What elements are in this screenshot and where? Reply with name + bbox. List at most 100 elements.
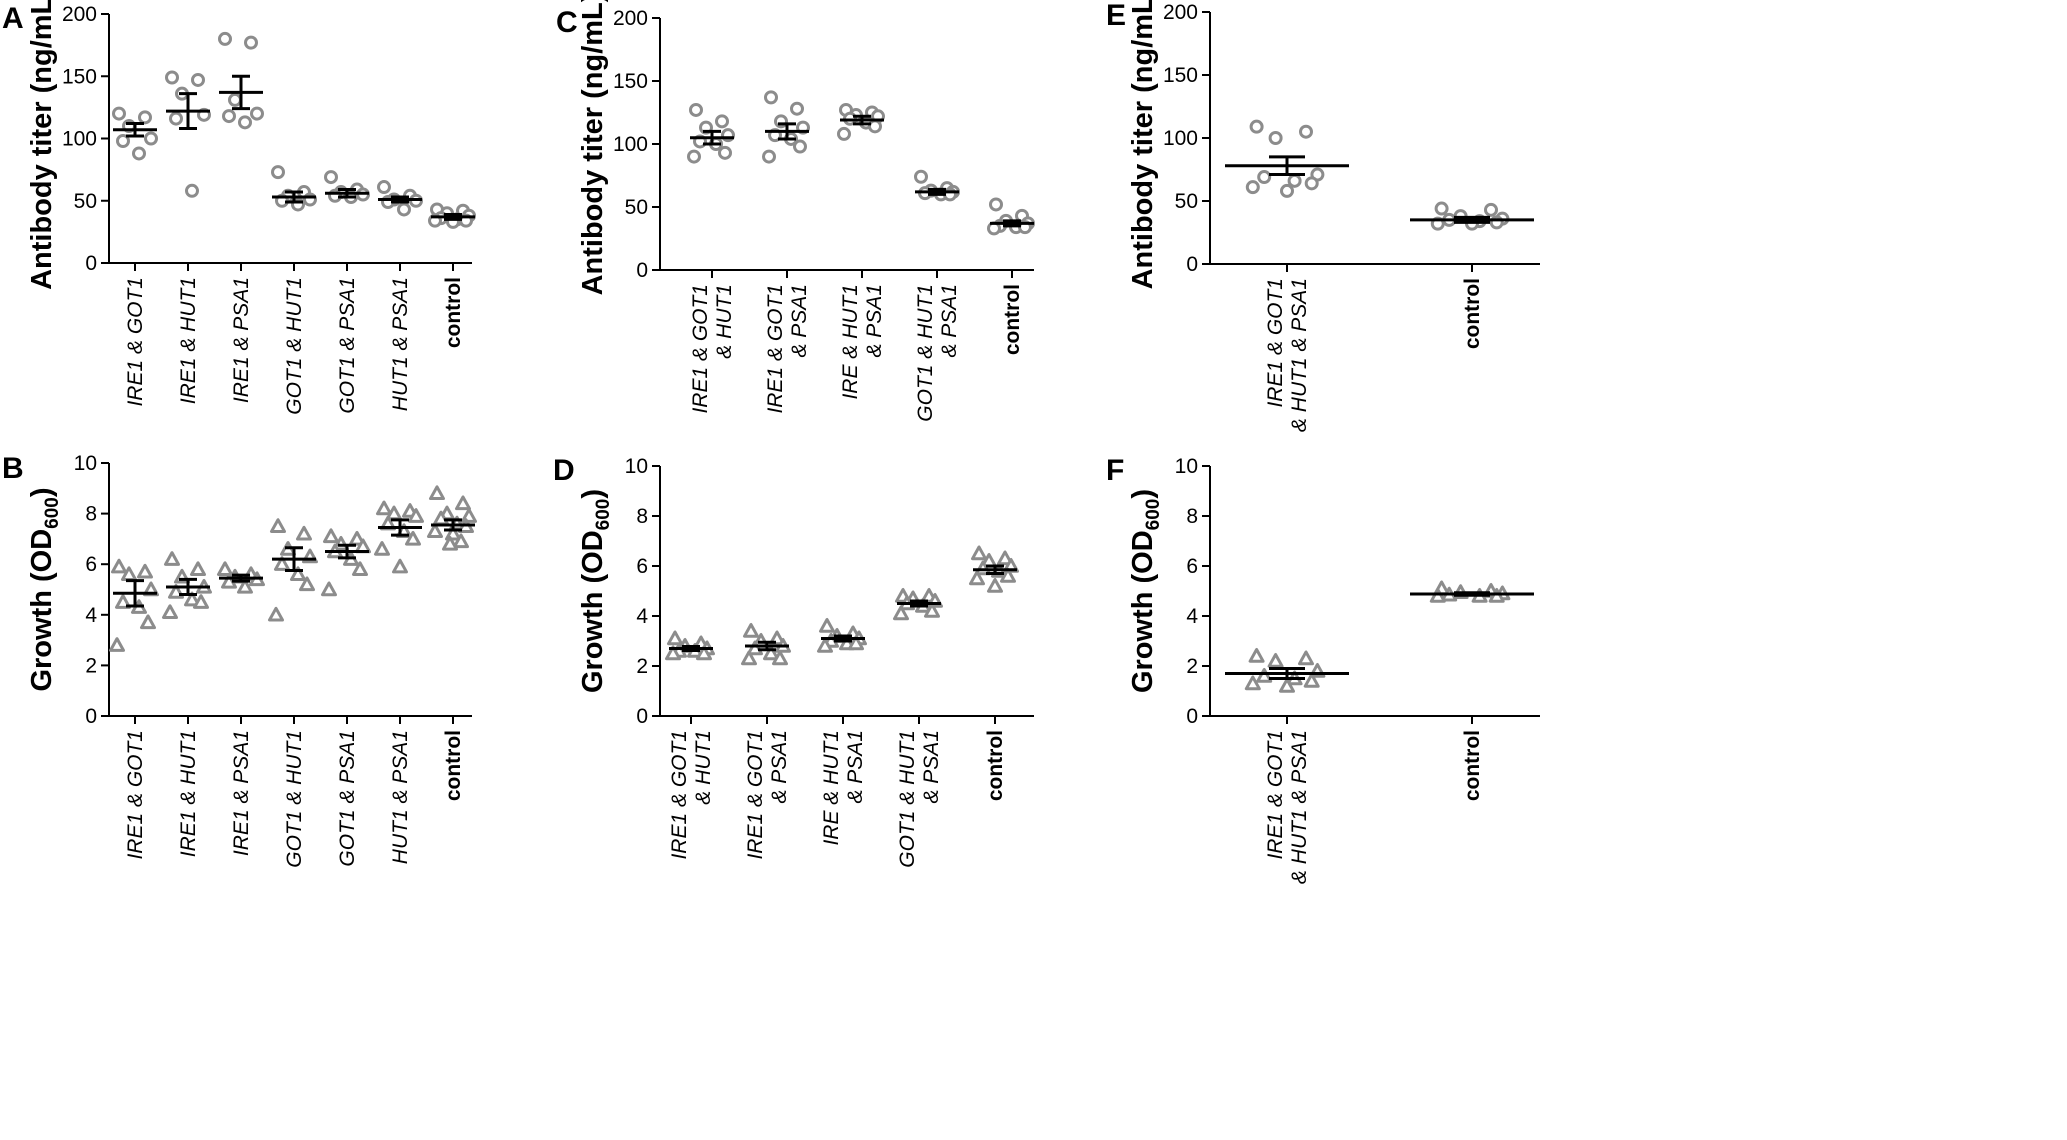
data-point: [324, 170, 338, 185]
data-point: [169, 111, 183, 126]
y-axis-title-main: Antibody titer (ng/mL): [1127, 0, 1159, 289]
y-axis-title-main: Antibody titer (ng/mL): [26, 0, 58, 290]
x-category-label: control: [984, 730, 1007, 801]
data-point: [665, 645, 681, 661]
data-point: [696, 645, 712, 661]
x-category-label: IRE & HUT1: [820, 730, 843, 846]
y-tick-label: 4: [636, 605, 648, 628]
data-point: [138, 110, 152, 125]
data-point: [1245, 180, 1260, 195]
x-category-label: GOT1 & PSA1: [336, 730, 359, 867]
data-point: [162, 604, 178, 619]
x-category-label: IRE1 & GOT1: [764, 284, 787, 414]
y-tick-label: 200: [1163, 1, 1198, 24]
data-point: [408, 508, 424, 523]
y-tick-label: 200: [613, 7, 648, 30]
x-category-label: control: [1001, 284, 1024, 355]
panel-label: D: [553, 454, 575, 487]
data-point: [819, 618, 835, 633]
data-point: [987, 578, 1003, 593]
data-point: [1267, 653, 1284, 668]
data-point: [250, 106, 264, 121]
panel-label: C: [556, 6, 578, 39]
x-category-label: GOT1 & PSA1: [336, 277, 359, 414]
y-axis-title: Growth (OD600): [26, 487, 63, 691]
y-tick-label: 10: [1175, 455, 1198, 478]
x-category-label: & PSA1: [768, 730, 791, 804]
data-point: [132, 146, 146, 161]
data-point: [109, 637, 125, 652]
data-point: [1248, 648, 1265, 663]
data-point: [1000, 568, 1016, 583]
x-category-label: IRE1 & GOT1: [744, 730, 767, 860]
y-tick-label: 4: [85, 604, 97, 627]
y-axis-title-main: Growth (OD: [577, 530, 609, 693]
y-tick-label: 0: [636, 259, 648, 282]
data-point: [868, 119, 882, 134]
data-point: [299, 576, 315, 592]
x-category-label: IRE1 & GOT1: [1264, 730, 1287, 860]
y-tick-label: 6: [636, 555, 648, 578]
data-point: [191, 72, 205, 87]
y-tick-label: 50: [625, 196, 648, 219]
data-point: [1299, 124, 1313, 139]
x-category-label: IRE1 & PSA1: [230, 730, 253, 856]
data-point: [764, 90, 778, 105]
data-point: [689, 102, 703, 117]
y-tick-label: 150: [1163, 64, 1198, 87]
x-category-label: & HUT1: [713, 284, 736, 359]
y-tick-label: 2: [85, 654, 97, 677]
data-point: [237, 578, 253, 594]
y-tick-label: 0: [85, 252, 97, 275]
x-category-label: & PSA1: [938, 284, 961, 358]
data-point: [817, 638, 833, 653]
data-point: [1298, 650, 1314, 666]
data-point: [349, 530, 365, 546]
x-category-label: GOT1 & HUT1: [283, 277, 306, 415]
data-point: [1268, 131, 1283, 145]
data-point: [115, 594, 131, 609]
data-point: [1280, 183, 1294, 198]
y-axis-title-main: Growth (OD: [26, 529, 58, 692]
data-point: [116, 133, 130, 148]
y-axis-title: Growth (OD600): [577, 489, 614, 693]
y-tick-label: 150: [613, 70, 648, 93]
y-tick-label: 150: [62, 65, 97, 88]
x-category-label: & PSA1: [863, 284, 886, 358]
data-point: [190, 561, 206, 576]
y-tick-label: 0: [1186, 705, 1198, 728]
y-tick-label: 200: [62, 3, 97, 26]
y-tick-label: 100: [62, 128, 97, 151]
y-axis-title-main: Growth (OD: [1127, 530, 1159, 693]
data-point: [790, 101, 804, 116]
chart-panel-b: B 0 2 4 6 8 10 Growth (OD600) IRE1 & GOT1 IRE1 & …: [2, 452, 477, 868]
data-point: [376, 500, 392, 516]
y-axis-title-close: ): [1127, 489, 1159, 499]
y-axis-title-close: ): [26, 487, 58, 497]
panel-label: F: [1106, 454, 1124, 487]
panel-label: E: [1106, 0, 1126, 32]
x-category-label: HUT1 & PSA1: [389, 277, 412, 411]
x-category-label: IRE1 & PSA1: [230, 277, 253, 403]
data-point: [274, 556, 290, 571]
data-point: [997, 550, 1013, 566]
x-category-label: control: [1461, 278, 1484, 349]
x-category-label: IRE & HUT1: [839, 284, 862, 400]
x-category-label: control: [442, 730, 465, 801]
data-point: [164, 551, 180, 566]
data-point: [427, 523, 443, 539]
data-point: [111, 558, 127, 574]
data-point: [1257, 170, 1272, 185]
data-point: [924, 603, 940, 618]
data-point: [193, 594, 209, 609]
y-axis-title: Antibody titer (ng/mL): [577, 0, 609, 295]
data-point: [140, 614, 156, 630]
x-category-label: IRE1 & GOT1: [668, 730, 691, 860]
data-point: [377, 180, 391, 195]
x-category-label: IRE1 & GOT1: [124, 277, 147, 407]
data-point: [352, 561, 368, 576]
x-category-label: GOT1 & HUT1: [914, 284, 937, 422]
panel-label: A: [2, 2, 24, 35]
data-point: [1256, 668, 1273, 683]
